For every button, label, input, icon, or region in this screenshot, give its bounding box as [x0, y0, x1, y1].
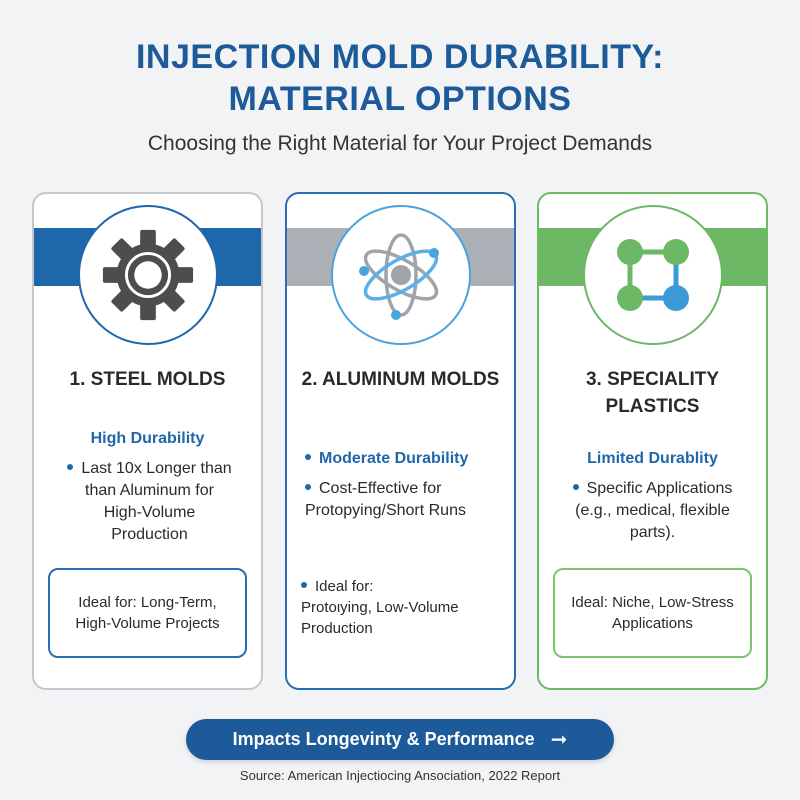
atom-icon [358, 233, 439, 320]
title-line-2: MATERIAL OPTIONS [228, 80, 572, 118]
gear-icon [102, 229, 193, 321]
bullet-item: Specific Applications (e.g., medical, fl… [547, 478, 758, 544]
arrow-right-icon: ➞ [550, 729, 568, 751]
bullet-dot [305, 483, 311, 490]
source-citation: Source: American Injectiocing Ansociatio… [239, 768, 561, 783]
impacts-performance-button[interactable]: Impacts Longevinty & Performance ➞ [186, 719, 614, 760]
bullet-dot [67, 463, 74, 470]
bullet-dot [305, 453, 311, 460]
page-subtitle: Choosing the Right Material for Your Pro… [147, 132, 653, 155]
card-steel-molds: 1. STEEL MOLDS High Durability Last 10x … [32, 192, 263, 690]
bullet-item: Cost-Effective for Protopying/Short Runs [305, 480, 466, 519]
bullet-dot [301, 582, 307, 589]
cta-label: Impacts Longevinty & Performance [232, 729, 535, 749]
icon-circle [77, 205, 218, 345]
card-speciality-plastics: 3. SPECIALITY PLASTICS Limited Durablity… [537, 192, 768, 690]
card-aluminum-molds: 2. ALUMINUM MOLDS Moderate Durability Co… [285, 192, 516, 690]
ideal-for-text: Ideal for: Protoιying, Low-Volume Produc… [301, 578, 459, 637]
durability-label: High Durability [90, 430, 205, 447]
ideal-for-box: Ideal: Niche, Low-Stress Applications [553, 568, 752, 658]
card-title: 3. SPECIALITY PLASTICS [585, 369, 720, 417]
ideal-for-box: Ideal for: Long-Term, High-Volume Projec… [48, 568, 247, 658]
durability-label: Limited Durablity [587, 450, 718, 467]
page-title: INJECTION MOLD DURABILITY: MATERIAL OPTI… [0, 36, 800, 120]
card-title: 2. ALUMINUM MOLDS [301, 369, 500, 390]
icon-circle [582, 205, 723, 345]
card-title: 1. STEEL MOLDS [69, 369, 226, 390]
title-line-1: INJECTION MOLD DURABILITY: [135, 38, 664, 76]
bullet-item: Last 10x Longer than than Aluminum for H… [48, 458, 251, 546]
icon-circle [330, 205, 471, 345]
bullet-dot [572, 483, 579, 490]
network-nodes-icon [616, 239, 689, 311]
durability-label: Moderate Durability [305, 450, 504, 468]
